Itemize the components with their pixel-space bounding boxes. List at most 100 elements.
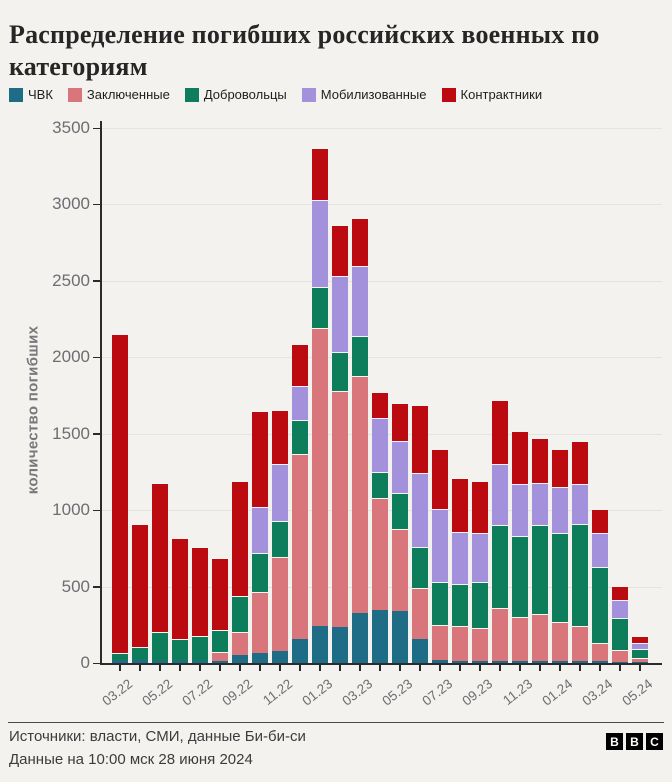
bar-segment-05.24-ЧВК [632,662,648,663]
bar-segment-01.23-Контрактники [312,147,328,200]
bar-segment-08.22-Контрактники [212,558,228,631]
legend-label: Заключенные [86,87,170,102]
bar-segment-03.23-ЧВК [352,612,368,663]
x-tick-10.22 [259,665,261,671]
x-tick-03.22 [119,665,121,671]
bar-segment-03.24-Заключенные [592,643,608,662]
bar-segment-02.23-Контрактники [332,225,348,277]
updated-note: Данные на 10:00 мск 28 июня 2024 [9,751,253,768]
x-tick-label-09.22: 09.22 [219,676,256,709]
x-tick-label-11.22: 11.22 [260,676,296,709]
bar-05.23 [392,128,408,663]
bar-segment-05.23-Добровольцы [392,493,408,529]
bar-segment-02.24-Мобилизованные [572,484,588,524]
bar-segment-09.22-Заключенные [232,631,248,656]
bar-segment-02.23-ЧВК [332,627,348,663]
x-tick-06.23 [419,665,421,671]
x-tick-09.23 [479,665,481,671]
bar-segment-11.23-Добровольцы [512,536,528,618]
legend-label: Мобилизованные [320,87,427,102]
y-tick-label-1500: 1500 [52,423,90,443]
bar-segment-06.23-Мобилизованные [412,473,428,547]
bar-segment-04.22-ЧВК [132,659,148,663]
bar-segment-07.23-Добровольцы [432,582,448,625]
bar-segment-02.23-Добровольцы [332,351,348,391]
bar-segment-06.22-Контрактники [172,537,188,639]
x-tick-11.22 [279,665,281,671]
bar-segment-06.23-Контрактники [412,404,428,474]
legend-swatch-icon [184,87,199,102]
gridline-3000 [100,204,662,206]
x-tick-03.23 [359,665,361,671]
bar-02.24 [572,128,588,663]
legend-swatch-icon [9,87,23,102]
bar-segment-03.24-ЧВК [592,661,608,663]
y-tick-3000 [93,203,100,206]
bar-segment-06.23-ЧВК [412,639,428,663]
bar-07.22 [192,128,208,663]
bar-segment-08.22-Добровольцы [212,630,228,653]
x-tick-label-01.24: 01.24 [539,676,576,709]
bar-segment-04.24-ЧВК [612,662,628,663]
bar-segment-05.22-ЧВК [152,660,168,663]
x-tick-03.24 [599,665,601,671]
x-tick-10.23 [499,665,501,671]
bar-10.23 [492,128,508,663]
x-tick-04.22 [139,665,141,671]
bar-02.23 [332,128,348,663]
bar-segment-02.24-Заключенные [572,626,588,662]
bar-segment-04.22-Добровольцы [132,646,148,660]
bar-08.22 [212,128,228,663]
bar-segment-01.23-ЧВК [312,626,328,663]
bar-segment-09.22-Добровольцы [232,595,248,632]
x-tick-label-05.24: 05.24 [619,676,656,709]
bar-segment-12.23-Заключенные [532,614,548,662]
bar-06.23 [412,128,428,663]
bar-segment-02.24-Добровольцы [572,523,588,627]
bar-segment-10.22-Добровольцы [252,552,268,592]
x-tick-08.22 [219,665,221,671]
y-tick-label-3500: 3500 [52,118,90,137]
bar-segment-03.24-Добровольцы [592,566,608,644]
bar-segment-04.22-Контрактники [132,523,148,647]
legend-item-Мобилизованные: Мобилизованные [301,87,427,102]
bar-segment-04.23-ЧВК [372,609,388,663]
bar-segment-12.22-Заключенные [292,453,308,639]
x-tick-04.24 [619,665,621,671]
bar-segment-02.23-Мобилизованные [332,276,348,352]
y-tick-2500 [93,280,100,282]
bar-segment-11.23-Мобилизованные [512,484,528,537]
bar-segment-02.23-Заключенные [332,390,348,628]
bar-segment-03.22-ЧВК [112,659,128,663]
bar-segment-12.22-Добровольцы [292,419,308,454]
y-tick-2000 [93,356,100,359]
bar-10.22 [252,128,268,663]
bar-segment-05.24-Контрактники [632,635,648,644]
stacked-bar-chart: количество погибших 0 500 1000 1500 2000 2500… [25,118,662,709]
y-tick-1500 [93,433,100,435]
x-tick-01.23 [319,665,321,671]
bar-segment-09.22-ЧВК [232,655,248,663]
bar-segment-05.24-Мобилизованные [632,643,648,650]
legend-item-Контрактники: Контрактники [441,87,542,102]
bar-03.23 [352,128,368,663]
bar-segment-02.24-Контрактники [572,441,588,485]
x-tick-01.24 [559,665,561,671]
bar-segment-12.22-Мобилизованные [292,386,308,420]
bar-segment-11.22-Добровольцы [272,520,288,557]
bar-segment-11.22-Заключенные [272,556,288,651]
bbc-logo-block: B [626,733,643,750]
bar-segment-01.24-ЧВК [552,661,568,663]
gridline-3500 [100,128,662,129]
x-tick-label-11.23: 11.23 [500,676,536,709]
bar-segment-07.22-ЧВК [192,661,208,663]
bar-segment-07.22-Добровольцы [192,636,208,662]
bar-segment-07.23-Контрактники [432,449,448,509]
x-tick-05.24 [639,665,641,671]
bar-segment-10.22-Заключенные [252,591,268,654]
bar-segment-09.23-Заключенные [472,627,488,661]
bar-segment-05.22-Добровольцы [152,631,168,661]
bar-segment-01.24-Заключенные [552,621,568,662]
